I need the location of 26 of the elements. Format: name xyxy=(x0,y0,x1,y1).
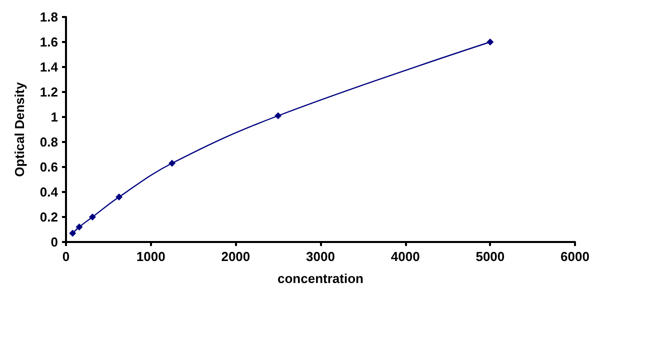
y-tick-label: 1.8 xyxy=(40,10,58,24)
y-tick-label: 0.4 xyxy=(40,184,59,200)
y-tick-label: 1 xyxy=(50,110,58,124)
x-tick-label: 1000 xyxy=(136,249,166,264)
point xyxy=(168,160,176,167)
y-tick-label: 1.4 xyxy=(40,60,59,74)
x-tick-label: 3000 xyxy=(306,249,335,264)
point xyxy=(486,38,494,46)
point xyxy=(69,230,76,237)
point xyxy=(116,194,123,200)
y-tick-label: 0.2 xyxy=(40,210,58,224)
x-tick-label: 5000 xyxy=(476,249,505,264)
y-tick-label: 0.6 xyxy=(40,160,58,174)
point xyxy=(88,214,96,220)
y-tick-label: 0 xyxy=(50,234,58,250)
y-tick-label: 1.2 xyxy=(40,84,58,100)
x-tick-label: 6000 xyxy=(560,249,590,264)
y-tick-label: 0.8 xyxy=(40,134,58,150)
y-tick-label: 1.6 xyxy=(40,34,58,50)
x-axis-title: concentration xyxy=(278,271,364,286)
x-tick-label: 0 xyxy=(62,249,70,264)
y-axis-title: Optical Density xyxy=(12,81,27,177)
point xyxy=(274,112,282,120)
x-tick-label: 4000 xyxy=(390,249,420,264)
x-tick-label: 2000 xyxy=(221,249,250,264)
point xyxy=(76,224,83,230)
